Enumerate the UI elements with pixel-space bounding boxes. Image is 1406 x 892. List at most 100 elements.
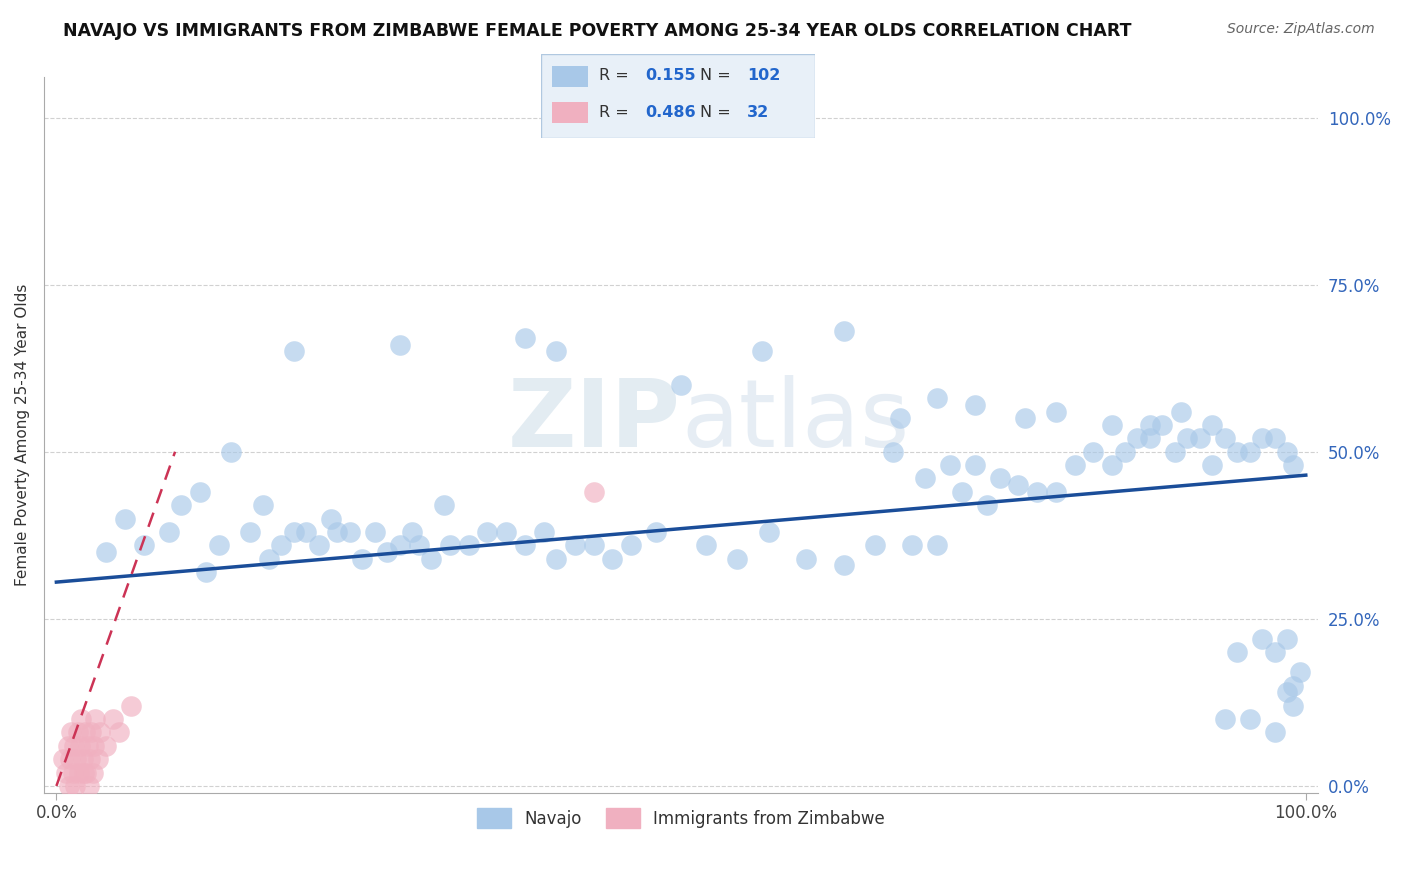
- Point: [188, 484, 211, 499]
- Point: [1101, 417, 1123, 432]
- Point: [221, 444, 243, 458]
- Point: [1275, 444, 1298, 458]
- Point: [1251, 431, 1274, 445]
- Point: [546, 344, 568, 359]
- Point: [963, 458, 986, 472]
- Point: [75, 725, 97, 739]
- Point: [950, 484, 973, 499]
- Point: [1026, 484, 1049, 499]
- Point: [401, 524, 423, 539]
- Point: [89, 725, 111, 739]
- Text: 0.155: 0.155: [645, 69, 696, 83]
- Point: [55, 765, 77, 780]
- Point: [1282, 698, 1305, 713]
- Point: [1152, 417, 1174, 432]
- Point: [339, 524, 361, 539]
- Point: [1226, 444, 1249, 458]
- Point: [533, 524, 555, 539]
- Point: [72, 752, 94, 766]
- Point: [582, 538, 605, 552]
- Point: [120, 698, 142, 713]
- Point: [96, 739, 118, 753]
- Point: [308, 538, 330, 552]
- Point: [108, 725, 131, 739]
- Point: [832, 325, 855, 339]
- Point: [889, 411, 911, 425]
- Point: [75, 765, 97, 780]
- Point: [725, 551, 748, 566]
- Text: ZIP: ZIP: [508, 375, 681, 467]
- Point: [457, 538, 479, 552]
- Point: [67, 765, 90, 780]
- Point: [321, 511, 343, 525]
- Point: [59, 752, 82, 766]
- Point: [63, 739, 86, 753]
- Point: [927, 538, 949, 552]
- Point: [1239, 444, 1261, 458]
- Point: [439, 538, 461, 552]
- Point: [73, 765, 96, 780]
- Point: [1251, 632, 1274, 646]
- Point: [988, 471, 1011, 485]
- Point: [60, 725, 83, 739]
- Point: [283, 524, 305, 539]
- Legend: Navajo, Immigrants from Zimbabwe: Navajo, Immigrants from Zimbabwe: [471, 802, 891, 834]
- Point: [58, 779, 80, 793]
- Point: [863, 538, 886, 552]
- Point: [65, 752, 87, 766]
- Text: atlas: atlas: [681, 375, 910, 467]
- Point: [84, 712, 107, 726]
- Text: Source: ZipAtlas.com: Source: ZipAtlas.com: [1227, 22, 1375, 37]
- Text: 32: 32: [747, 105, 769, 120]
- Text: R =: R =: [599, 105, 628, 120]
- FancyBboxPatch shape: [541, 54, 815, 138]
- Point: [170, 498, 193, 512]
- Point: [1239, 712, 1261, 726]
- Point: [377, 545, 399, 559]
- Point: [157, 524, 180, 539]
- Point: [1201, 417, 1223, 432]
- Point: [388, 338, 411, 352]
- Point: [66, 725, 89, 739]
- Point: [77, 779, 100, 793]
- Point: [433, 498, 456, 512]
- Point: [602, 551, 624, 566]
- Point: [882, 444, 904, 458]
- Y-axis label: Female Poverty Among 25-34 Year Olds: Female Poverty Among 25-34 Year Olds: [15, 284, 30, 586]
- Bar: [553, 103, 588, 123]
- Point: [62, 765, 84, 780]
- Point: [1139, 417, 1161, 432]
- Point: [976, 498, 998, 512]
- Point: [582, 484, 605, 499]
- Point: [252, 498, 274, 512]
- Point: [927, 392, 949, 406]
- Point: [963, 398, 986, 412]
- Point: [1188, 431, 1211, 445]
- Point: [239, 524, 262, 539]
- Point: [794, 551, 817, 566]
- Point: [751, 344, 773, 359]
- Point: [1114, 444, 1136, 458]
- Point: [914, 471, 936, 485]
- Point: [52, 752, 75, 766]
- Point: [1139, 431, 1161, 445]
- Point: [408, 538, 430, 552]
- Point: [1101, 458, 1123, 472]
- Point: [1163, 444, 1185, 458]
- Point: [1282, 679, 1305, 693]
- Point: [1213, 712, 1236, 726]
- Point: [326, 524, 349, 539]
- Point: [82, 765, 104, 780]
- Point: [1045, 484, 1067, 499]
- Point: [513, 331, 536, 345]
- Point: [1170, 404, 1192, 418]
- Text: R =: R =: [599, 69, 628, 83]
- Point: [832, 558, 855, 573]
- Point: [295, 524, 318, 539]
- Point: [1275, 685, 1298, 699]
- Point: [513, 538, 536, 552]
- Point: [1288, 665, 1310, 680]
- Point: [1201, 458, 1223, 472]
- Text: 102: 102: [747, 69, 780, 83]
- Point: [1175, 431, 1198, 445]
